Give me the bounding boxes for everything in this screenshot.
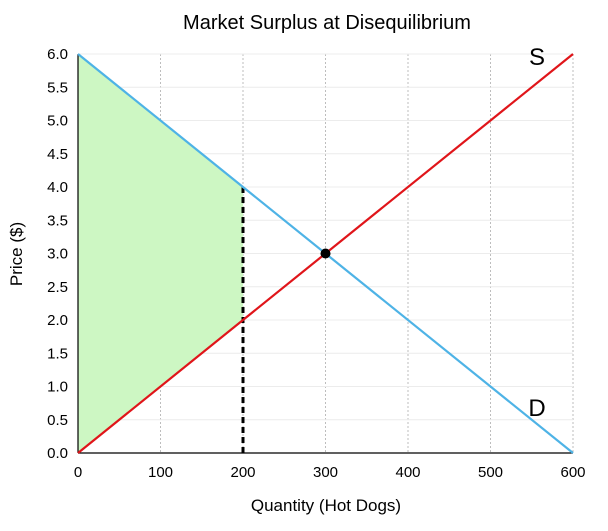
y-tick-label: 4.0 [47,179,68,196]
y-tick-label: 2.5 [47,279,68,296]
y-tick-label: 1.5 [47,345,68,362]
x-tick-label: 400 [395,464,420,481]
y-tick-label: 0.0 [47,445,68,462]
x-tick-label: 100 [148,464,173,481]
x-tick-labels: 0 100 200 300 400 500 600 [74,464,586,481]
curve-label-s: S [529,44,545,71]
y-tick-label: 6.0 [47,46,68,63]
x-axis-label: Quantity (Hot Dogs) [251,496,401,515]
x-tick-label: 300 [313,464,338,481]
y-tick-label: 0.5 [47,412,68,429]
x-tick-label: 200 [230,464,255,481]
x-tick-label: 500 [478,464,503,481]
equilibrium-point [320,248,331,259]
y-tick-label: 5.5 [47,79,68,96]
x-tick-label: 0 [74,464,82,481]
y-tick-label: 3.0 [47,246,68,263]
curve-label-d: D [528,395,545,422]
y-tick-label: 4.5 [47,146,68,163]
surplus-area [78,54,243,453]
y-tick-label: 5.0 [47,113,68,130]
x-tick-label: 600 [560,464,585,481]
y-tick-label: 3.5 [47,212,68,229]
y-tick-labels: 0.0 0.5 1.0 1.5 2.0 2.5 3.0 3.5 4.0 4.5 5.0 5.5 6.0 [47,46,68,462]
y-tick-label: 1.0 [47,379,68,396]
y-axis-label: Price ($) [7,222,26,286]
y-tick-label: 2.0 [47,312,68,329]
chart-title: Market Surplus at Disequilibrium [183,12,471,34]
axes [77,54,573,454]
